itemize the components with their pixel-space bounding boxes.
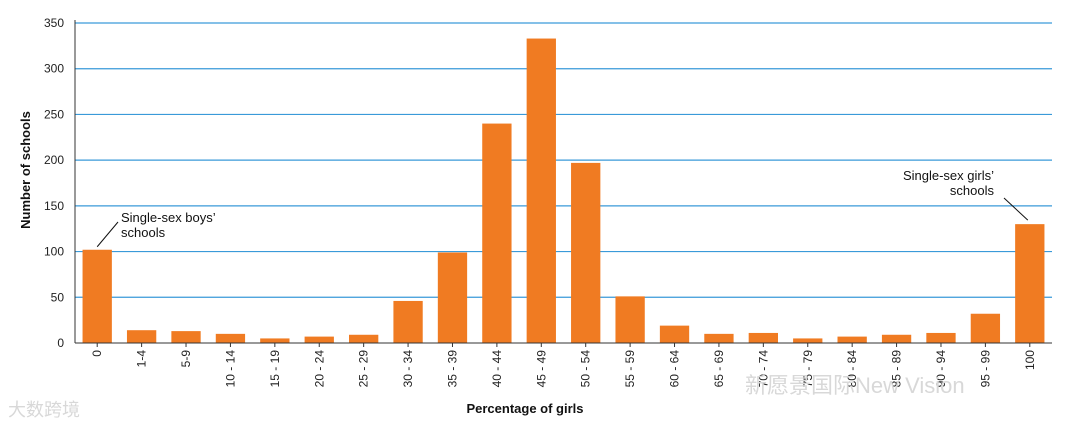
y-tick-label: 350: [44, 16, 64, 30]
watermark-right: 新愿景国际New Vision: [745, 373, 965, 398]
x-tick-labels: 0 1-4 5-9 10 - 14 15 - 19 20 - 24 25 - 29 30 - …: [90, 350, 1037, 388]
x-tick-label: 65 - 69: [712, 350, 726, 388]
x-tick-label: 40 - 44: [490, 350, 504, 388]
y-tick-label: 250: [44, 107, 64, 121]
bar-13: [659, 325, 690, 343]
bars: [82, 38, 1045, 344]
bar-17: [837, 336, 867, 343]
bar-1: [126, 330, 157, 343]
y-axis-title: Number of schools: [18, 111, 33, 229]
x-tick-label: 55 - 59: [623, 350, 637, 388]
bar-16: [793, 338, 823, 343]
bar-5: [304, 336, 334, 343]
bar-3: [215, 333, 246, 343]
x-tick-label: 1-4: [135, 350, 149, 368]
x-tick-label: 0: [90, 350, 104, 357]
bar-14: [704, 333, 734, 343]
x-tick-label: 35 - 39: [445, 350, 459, 388]
y-tick-label: 150: [44, 199, 64, 213]
bar-15: [748, 332, 778, 343]
x-tick-label: 100: [1023, 350, 1037, 370]
bar-19: [926, 332, 956, 343]
bar-4: [260, 338, 290, 343]
bar-11: [571, 162, 601, 343]
bar-8: [437, 252, 468, 343]
y-tick-label: 300: [44, 62, 64, 76]
y-tick-label: 0: [57, 336, 64, 350]
annotation-leader-girls: [1003, 197, 1029, 221]
y-tick-label: 100: [44, 245, 64, 259]
x-tick-label: 90 - 94: [934, 350, 948, 388]
watermark-left: 大数跨境: [8, 400, 80, 420]
bar-21: [1015, 224, 1045, 343]
bar-0: [82, 249, 112, 343]
annotation-boys-line: Single-sex boys’: [121, 210, 216, 225]
x-tick-label: 85 - 89: [890, 350, 904, 388]
x-tick-label: 5-9: [179, 350, 193, 368]
bar-9: [482, 123, 512, 343]
annotation-leader-boys: [96, 221, 119, 248]
y-tick-labels: 0 50 100 150 200 250 300 350: [44, 16, 64, 350]
axes: [74, 20, 1052, 347]
bar-2: [171, 331, 201, 343]
x-tick-label: 95 - 99: [978, 350, 992, 388]
gridlines: [75, 22, 1052, 298]
x-tick-label: 70 - 74: [756, 350, 770, 388]
x-tick-label: 50 - 54: [579, 350, 593, 388]
x-tick-label: 75 - 79: [801, 350, 815, 388]
x-tick-label: 80 - 84: [845, 350, 859, 388]
x-tick-label: 30 - 34: [401, 350, 415, 388]
x-tick-label: 45 - 49: [534, 350, 548, 388]
bar-10: [526, 38, 556, 344]
x-tick-label: 10 - 14: [223, 350, 237, 388]
x-tick-label: 25 - 29: [357, 350, 371, 388]
annotation-girls-line: schools: [950, 183, 995, 198]
y-tick-label: 200: [44, 153, 64, 167]
bar-6: [349, 334, 379, 343]
bar-12: [615, 296, 645, 343]
bar-18: [881, 334, 912, 343]
annotation-girls-line: Single-sex girls’: [903, 168, 994, 183]
x-axis-title: Percentage of girls: [466, 401, 583, 416]
y-tick-label: 50: [51, 290, 65, 304]
x-tick-label: 15 - 19: [268, 350, 282, 388]
bar-20: [970, 313, 1001, 343]
x-tick-label: 20 - 24: [312, 350, 326, 388]
annotation-boys-line: schools: [121, 225, 166, 240]
bar-7: [393, 300, 423, 343]
x-tick-label: 60 - 64: [668, 350, 682, 388]
